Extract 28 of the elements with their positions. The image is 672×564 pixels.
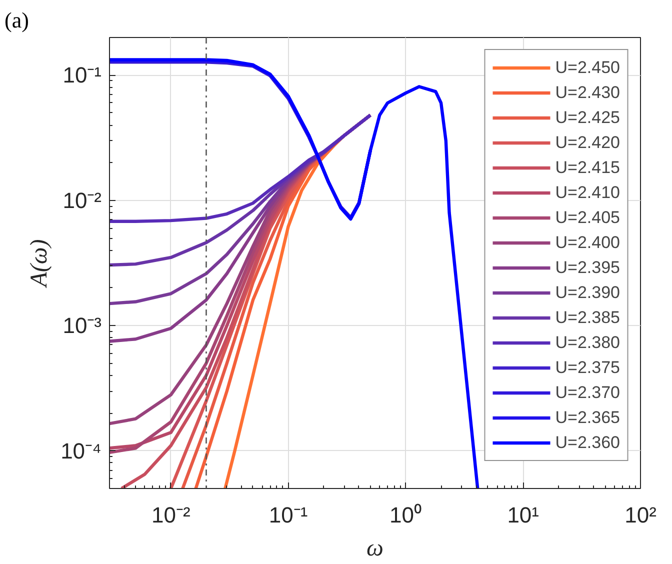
x-tick-label: 10² xyxy=(624,502,656,528)
x-axis-title: ω xyxy=(366,536,384,562)
y-axis-title: A(ω) xyxy=(26,239,53,289)
text: (a) xyxy=(4,8,29,32)
legend-label: U=2.360 xyxy=(555,432,620,453)
legend-label: U=2.425 xyxy=(555,107,620,128)
legend-label: U=2.400 xyxy=(555,232,620,253)
x-tick-label: 10⁻¹ xyxy=(268,502,308,528)
legend-label: U=2.430 xyxy=(555,82,620,103)
legend-label: U=2.365 xyxy=(555,407,620,428)
legend-label: U=2.415 xyxy=(555,157,620,178)
legend-label: U=2.390 xyxy=(555,282,620,303)
x-tick-label: 10⁻² xyxy=(151,502,190,528)
y-tick-label: 10⁻² xyxy=(62,188,102,213)
y-tick-label: 10⁻¹ xyxy=(62,62,102,88)
legend-label: U=2.420 xyxy=(555,132,620,153)
x-tick-label: 10¹ xyxy=(507,502,539,528)
x-tick-label: 10⁰ xyxy=(389,502,422,528)
legend-label: U=2.370 xyxy=(555,382,620,403)
legend-label: U=2.385 xyxy=(555,307,620,328)
legend-label: U=2.405 xyxy=(555,207,620,228)
y-tick-label: 10⁻³ xyxy=(62,313,102,338)
legend-label: U=2.375 xyxy=(555,357,620,378)
legend-label: U=2.380 xyxy=(555,332,620,353)
legend-label: U=2.450 xyxy=(555,57,620,78)
legend-label: U=2.410 xyxy=(555,182,620,203)
y-tick-label: 10⁻⁴ xyxy=(60,438,102,464)
legend-label: U=2.395 xyxy=(555,257,620,278)
